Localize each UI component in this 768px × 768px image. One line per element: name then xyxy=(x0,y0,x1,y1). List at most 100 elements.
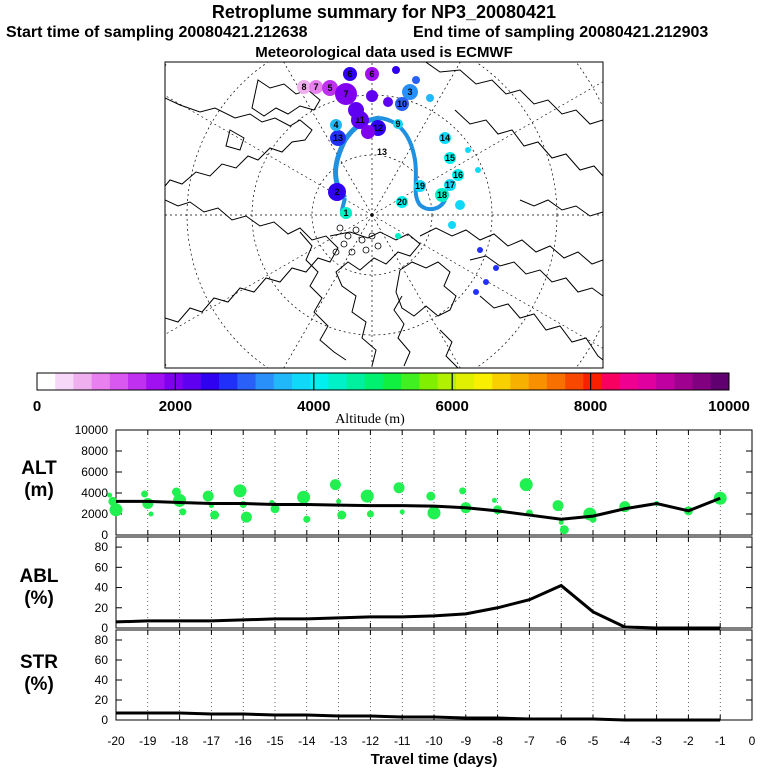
colorbar-swatch xyxy=(328,373,348,390)
trajectory-dot xyxy=(366,90,378,102)
trajectory-dot xyxy=(493,265,499,271)
x-tick-label: -14 xyxy=(298,734,316,748)
trajectory-cluster-label: 17 xyxy=(445,180,455,190)
meridian-line xyxy=(371,214,603,349)
panel-frame xyxy=(115,536,753,629)
altitude-scatter-point xyxy=(109,503,123,517)
altitude-scatter-point xyxy=(210,510,220,520)
y-tick-label: 8000 xyxy=(81,444,108,458)
coastline xyxy=(225,129,245,151)
colorbar-swatch xyxy=(146,373,165,390)
trajectory-dot xyxy=(395,233,401,239)
coastline xyxy=(393,295,411,367)
meridian-line xyxy=(371,214,461,368)
colorbar-tick-label: 6000 xyxy=(436,398,469,415)
meridian-line xyxy=(283,214,373,368)
coastline xyxy=(395,261,457,317)
colorbar-swatch xyxy=(401,373,420,390)
trajectory-cluster-marker xyxy=(444,152,456,164)
colorbar-swatch xyxy=(455,373,475,390)
altitude-scatter-point xyxy=(297,490,311,504)
trajectory-cluster-marker xyxy=(340,207,352,219)
colorbar-swatch xyxy=(601,373,621,390)
trajectory-dot xyxy=(392,66,400,74)
meridian-line xyxy=(165,214,373,335)
coastline xyxy=(469,255,603,297)
trajectory-cluster-marker xyxy=(330,130,346,146)
x-tick-label: -18 xyxy=(171,734,189,748)
colorbar-swatch xyxy=(565,373,584,390)
trajectory-cluster-label: 15 xyxy=(445,153,455,163)
abl-line xyxy=(115,583,721,630)
y-tick-label: 80 xyxy=(95,540,109,554)
alt-label-line1: ALT xyxy=(21,458,57,479)
island xyxy=(358,236,366,244)
trajectory-cluster-marker xyxy=(343,67,357,81)
trajectory-cluster-label: 1 xyxy=(343,208,348,218)
trajectory-cluster-label: 2 xyxy=(334,187,339,197)
trajectory-cluster-label: 14 xyxy=(440,133,450,143)
trajectory-cluster-marker xyxy=(402,84,418,100)
x-tick-label: -6 xyxy=(556,734,567,748)
coastline xyxy=(519,199,603,217)
altitude-scatter-point xyxy=(270,504,280,514)
trajectory-cluster-label: 10 xyxy=(397,99,407,109)
altitude-scatter-point xyxy=(459,487,467,495)
island xyxy=(374,242,382,250)
trajectory-dot xyxy=(383,97,393,107)
altitude-scatter-point xyxy=(303,515,311,523)
colorbar-swatch xyxy=(310,373,329,390)
colorbar-swatch xyxy=(273,373,293,390)
altitude-scatter-point xyxy=(142,498,154,509)
y-tick-label: 0 xyxy=(101,621,108,635)
colorbar-swatch xyxy=(692,373,712,390)
colorbar-swatch xyxy=(109,373,129,390)
x-tick-label: -9 xyxy=(460,734,471,748)
trajectory-cluster-marker xyxy=(396,196,408,208)
trajectory-dot xyxy=(473,289,479,295)
island xyxy=(340,240,348,248)
x-tick-label: -5 xyxy=(588,734,599,748)
colorbar-frame xyxy=(36,372,730,391)
colorbar-swatch xyxy=(164,373,184,390)
colorbar-swatch xyxy=(510,373,530,390)
str-label-line2: (%) xyxy=(24,674,54,695)
trajectory-dot xyxy=(348,102,364,118)
x-tick-label: -2 xyxy=(683,734,694,748)
altitude-scatter-point xyxy=(491,497,497,503)
altitude-scatter-point xyxy=(179,508,187,516)
trajectory-cluster-label: 5 xyxy=(327,83,332,93)
trajectory-cluster-label: 6 xyxy=(369,69,374,79)
abl-label-line1: ABL xyxy=(19,566,59,587)
altitude-scatter-point xyxy=(426,491,436,501)
trajectory-dot xyxy=(412,76,420,84)
trajectory-cluster-label: 7 xyxy=(313,82,318,92)
trajectory-dot xyxy=(477,247,483,253)
island xyxy=(352,226,360,234)
plot-title: Retroplume summary for NP3_20080421 xyxy=(211,2,557,22)
trajectory-cluster-label: 18 xyxy=(437,190,447,200)
alt-label-line2: (m) xyxy=(24,480,54,501)
x-tick-label: 0 xyxy=(749,734,756,748)
met-data-label: Meteorological data used is ECMWF xyxy=(255,44,513,61)
colorbar-swatch xyxy=(219,373,238,390)
trajectory-cluster-label: 16 xyxy=(453,170,463,180)
island xyxy=(348,248,356,256)
trajectory-cluster-marker xyxy=(330,119,342,131)
altitude-scatter-point xyxy=(393,482,405,494)
trajectory-dot xyxy=(361,125,375,139)
trajectory-cluster-label: 3 xyxy=(407,87,412,97)
altitude-scatter-point xyxy=(148,511,154,517)
x-tick-label: -10 xyxy=(425,734,443,748)
colorbar-swatch xyxy=(200,373,220,390)
colorbar-swatch xyxy=(237,373,257,390)
x-tick-label: -20 xyxy=(107,734,125,748)
trajectory-cluster-marker xyxy=(365,67,379,81)
coastline xyxy=(299,231,347,361)
altitude-scatter-point xyxy=(141,490,149,498)
colorbar-swatch xyxy=(656,373,675,390)
trajectory-cluster-label: 13 xyxy=(377,147,387,157)
x-tick-label: -4 xyxy=(619,734,630,748)
coastline xyxy=(454,109,603,177)
